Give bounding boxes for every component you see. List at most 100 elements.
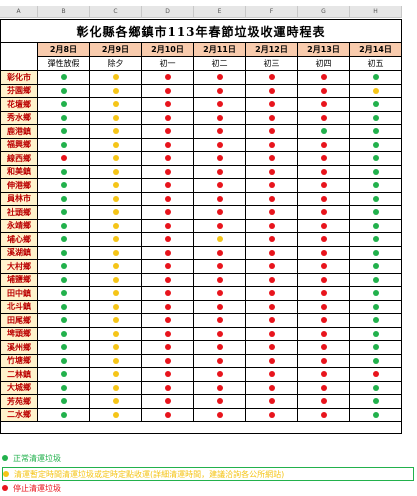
town-name: 北斗鎮 (0, 300, 38, 314)
date-header: 2月8日 (38, 43, 90, 57)
status-dot (164, 303, 171, 310)
status-dot (372, 222, 379, 229)
status-cell (194, 246, 246, 260)
status-dot (320, 384, 327, 391)
status-cell (298, 260, 350, 274)
status-dot (268, 303, 275, 310)
status-dot (164, 317, 171, 324)
status-cell (246, 327, 298, 341)
status-dot (268, 128, 275, 135)
town-name: 福興鄉 (0, 138, 38, 152)
status-cell (246, 192, 298, 206)
status-dot (112, 357, 119, 364)
status-dot (268, 344, 275, 351)
status-dot (372, 330, 379, 337)
status-dot (372, 128, 379, 135)
status-cell (194, 368, 246, 382)
status-cell (298, 138, 350, 152)
status-dot (60, 236, 67, 243)
status-dot (60, 303, 67, 310)
status-dot (112, 371, 119, 378)
status-dot (216, 74, 223, 81)
status-cell (246, 341, 298, 355)
status-cell (142, 192, 194, 206)
status-dot (372, 384, 379, 391)
status-dot (268, 249, 275, 256)
status-dot (164, 330, 171, 337)
status-dot (268, 330, 275, 337)
status-cell (194, 300, 246, 314)
legend-label: 正常清運垃圾 (13, 453, 61, 463)
status-dot (60, 330, 67, 337)
status-cell (350, 179, 402, 193)
town-name: 二林鎮 (0, 368, 38, 382)
status-cell (350, 125, 402, 139)
status-dot (164, 398, 171, 405)
status-dot (112, 317, 119, 324)
status-dot (320, 357, 327, 364)
status-dot (372, 290, 379, 297)
town-name: 埔鹽鄉 (0, 273, 38, 287)
status-dot (112, 384, 119, 391)
town-name: 鹿港鎮 (0, 125, 38, 139)
status-cell (246, 152, 298, 166)
status-dot (164, 87, 171, 94)
status-cell (246, 233, 298, 247)
column-letter: A (0, 6, 38, 18)
status-dot (164, 74, 171, 81)
status-cell (38, 354, 90, 368)
day-header: 初四 (298, 57, 350, 71)
legend-item: 清運暫定時間清運垃圾或定時定點收運(詳細清運時間，建議洽詢各公所網站) (2, 467, 414, 481)
status-dot (60, 357, 67, 364)
status-dot (60, 168, 67, 175)
status-dot (112, 344, 119, 351)
column-letter: E (194, 6, 246, 18)
status-dot (216, 141, 223, 148)
status-dot (216, 398, 223, 405)
status-dot (112, 249, 119, 256)
status-cell (38, 138, 90, 152)
status-cell (350, 152, 402, 166)
status-cell (142, 179, 194, 193)
status-cell (246, 165, 298, 179)
status-cell (194, 408, 246, 422)
status-dot (268, 371, 275, 378)
status-dot (60, 411, 67, 418)
status-dot (320, 263, 327, 270)
status-dot (268, 87, 275, 94)
status-cell (90, 327, 142, 341)
status-dot (112, 155, 119, 162)
status-cell (194, 152, 246, 166)
status-dot (112, 128, 119, 135)
status-cell (246, 71, 298, 85)
status-dot (320, 371, 327, 378)
status-cell (142, 98, 194, 112)
status-cell (246, 368, 298, 382)
status-dot (320, 128, 327, 135)
status-dot (268, 74, 275, 81)
status-cell (38, 314, 90, 328)
status-cell (38, 233, 90, 247)
status-dot (60, 155, 67, 162)
status-dot (112, 222, 119, 229)
status-cell (142, 327, 194, 341)
status-cell (38, 179, 90, 193)
status-dot (216, 330, 223, 337)
column-letter: F (246, 6, 298, 18)
status-cell (350, 192, 402, 206)
day-header: 初五 (350, 57, 402, 71)
status-cell (194, 395, 246, 409)
status-cell (298, 152, 350, 166)
status-cell (350, 381, 402, 395)
corner-cell (0, 43, 38, 71)
status-dot (372, 209, 379, 216)
status-dot (112, 236, 119, 243)
status-cell (350, 408, 402, 422)
status-cell (194, 219, 246, 233)
status-cell (90, 179, 142, 193)
status-cell (90, 84, 142, 98)
status-cell (90, 71, 142, 85)
status-cell (90, 300, 142, 314)
status-dot (320, 155, 327, 162)
town-name: 田尾鄉 (0, 314, 38, 328)
